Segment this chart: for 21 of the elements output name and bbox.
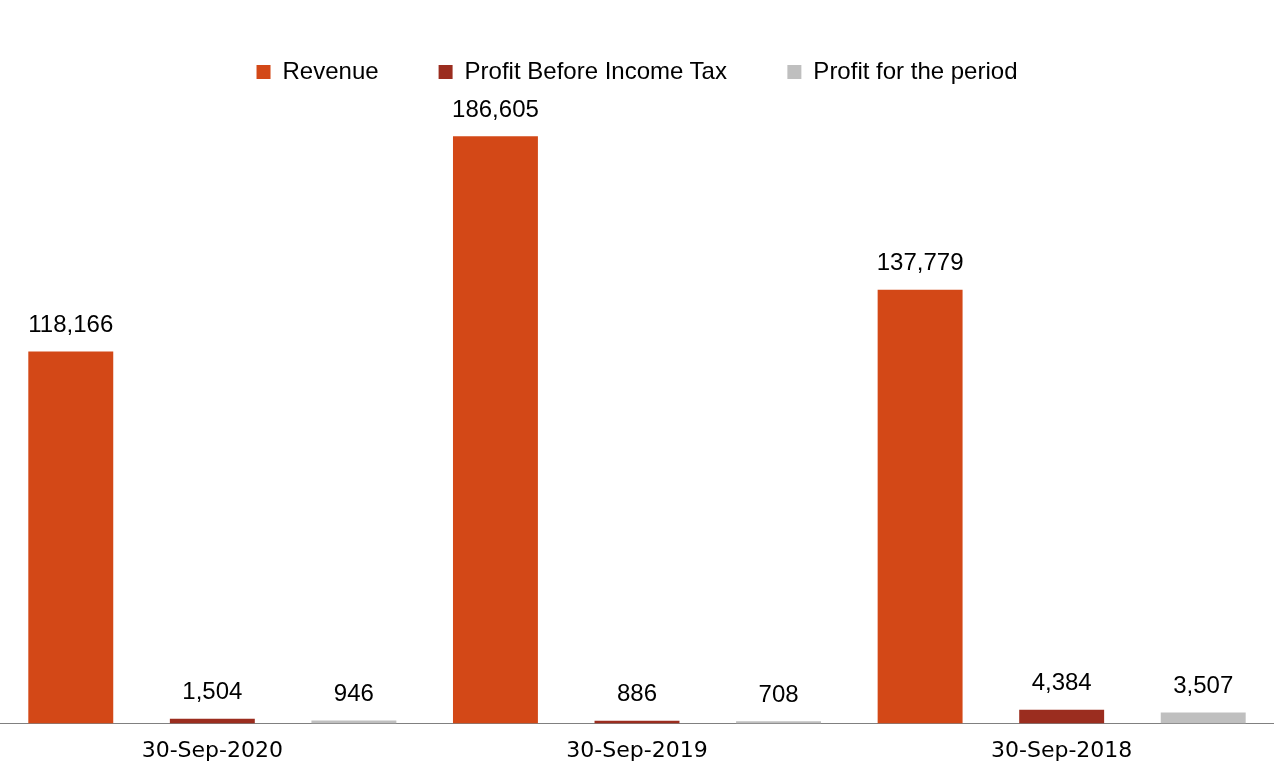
data-label: 886 bbox=[616, 679, 658, 707]
bar bbox=[28, 351, 114, 724]
data-label: 4,384 bbox=[1031, 668, 1092, 696]
legend-label: Revenue bbox=[282, 56, 379, 84]
data-label: 3,507 bbox=[1173, 671, 1234, 699]
data-label: 708 bbox=[758, 680, 799, 707]
bar bbox=[1019, 709, 1105, 724]
legend-label: Profit Before Income Tax bbox=[464, 56, 727, 84]
x-tick-label: 30-Sep-2020 bbox=[141, 736, 283, 762]
bar bbox=[452, 136, 538, 724]
x-tick-label: 30-Sep-2018 bbox=[991, 736, 1133, 762]
bar bbox=[736, 721, 822, 724]
data-label: 137,779 bbox=[876, 248, 964, 276]
bar bbox=[877, 289, 963, 724]
data-label: 186,605 bbox=[452, 94, 539, 122]
data-label: 1,504 bbox=[182, 677, 243, 705]
data-label: 118,166 bbox=[28, 310, 114, 338]
bar bbox=[1160, 712, 1246, 724]
legend-label: Profit for the period bbox=[813, 56, 1018, 84]
data-label: 946 bbox=[333, 679, 374, 707]
x-tick-label: 30-Sep-2019 bbox=[566, 736, 708, 762]
